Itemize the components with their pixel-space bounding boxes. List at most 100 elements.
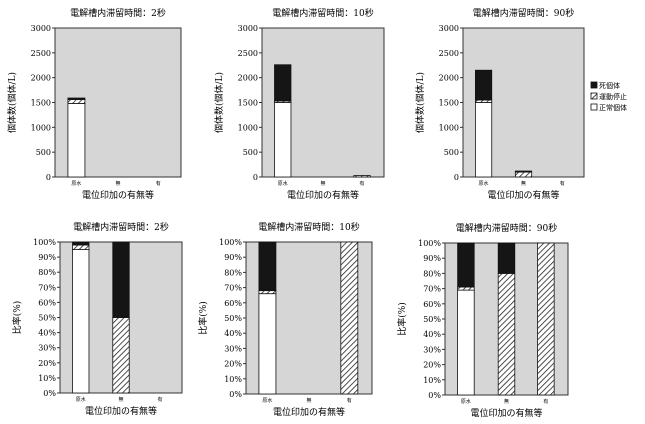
- bar-運動停止: [340, 241, 359, 395]
- x-tick-label: 有: [156, 180, 161, 187]
- y-tick-label: 40%: [224, 329, 242, 338]
- legend-swatch: [590, 92, 598, 100]
- x-tick-label: 原水: [278, 180, 288, 187]
- chart-2: 電解槽内滞留時間：10秒 0 500 1000 1500 2000 2500 3000 原水 無 有…: [213, 7, 385, 201]
- y-axis-label: 個体数(個体/L): [414, 72, 426, 133]
- x-tick-label: 原水: [479, 180, 489, 187]
- y-tick-label: 0: [253, 173, 258, 182]
- x-tick-label: 原水: [262, 397, 272, 404]
- y-tick-label: 2000: [439, 74, 459, 83]
- y-tick-label: 0%: [428, 391, 441, 400]
- y-tick-label: 20%: [423, 361, 441, 370]
- y-tick-label: 70%: [423, 285, 441, 294]
- y-tick-label: 0: [454, 173, 459, 182]
- bar-運動停止: [537, 242, 555, 396]
- x-tick-label: 無: [504, 398, 509, 405]
- y-tick-label: 60%: [423, 300, 441, 309]
- y-tick-label: 1500: [439, 99, 459, 108]
- bar-死個体: [457, 242, 475, 288]
- x-axis-label: 電位印加の有無等: [487, 189, 559, 201]
- chart-title: 電解槽内滞留時間：90秒: [456, 222, 557, 234]
- y-tick-label: 90%: [38, 253, 56, 262]
- y-tick-label: 3000: [439, 24, 459, 33]
- bar-死個体: [67, 97, 86, 100]
- x-axis-label: 電位印加の有無等: [85, 405, 157, 417]
- y-tick-label: 60%: [224, 299, 242, 308]
- y-tick-label: 0: [46, 173, 51, 182]
- bar-正常個体: [258, 293, 277, 395]
- bar-正常個体: [475, 102, 493, 178]
- bar-死個体: [475, 69, 493, 101]
- chart-title: 電解槽内滞留時間：10秒: [272, 7, 373, 19]
- bar-運動停止: [457, 286, 475, 291]
- x-tick-label: 無: [115, 180, 120, 187]
- x-tick-label: 無: [521, 180, 526, 187]
- y-tick-label: 0%: [43, 389, 56, 398]
- y-tick-label: 30%: [224, 344, 242, 353]
- x-tick-label: 原水: [71, 180, 81, 187]
- bar-死個体: [514, 170, 533, 173]
- y-tick-label: 10%: [224, 375, 242, 384]
- y-tick-label: 50%: [224, 314, 242, 323]
- bar-正常個体: [72, 249, 90, 394]
- y-tick-label: 60%: [38, 298, 56, 307]
- legend-label: 運動停止: [599, 92, 627, 101]
- x-tick-label: 有: [360, 180, 365, 187]
- bar-運動停止: [514, 171, 533, 178]
- legend-label: 死個体: [599, 81, 620, 90]
- bar-運動停止: [112, 317, 130, 394]
- y-tick-label: 100%: [219, 238, 242, 247]
- chart-title: 電解槽内滞留時間：10秒: [258, 221, 359, 233]
- bar-死個体: [112, 241, 130, 318]
- chart-title: 電解槽内滞留時間：90秒: [473, 7, 574, 19]
- x-tick-label: 無: [118, 396, 123, 403]
- y-tick-label: 1000: [439, 123, 459, 132]
- y-tick-label: 3000: [238, 24, 258, 33]
- x-tick-label: 無: [320, 180, 325, 187]
- y-axis-label: 比率(%): [11, 301, 23, 335]
- bar-運動停止: [258, 290, 277, 295]
- y-tick-label: 40%: [423, 330, 441, 339]
- y-axis-label: 個体数(個体/L): [6, 72, 18, 133]
- x-tick-label: 有: [543, 398, 548, 405]
- y-tick-label: 1000: [238, 123, 258, 132]
- bar-死個体: [258, 241, 277, 292]
- legend-swatch: [590, 81, 598, 89]
- bar-死個体: [497, 242, 516, 274]
- y-tick-label: 10%: [423, 376, 441, 385]
- y-tick-label: 2500: [439, 49, 459, 58]
- y-tick-label: 80%: [423, 269, 441, 278]
- bar-正常個体: [67, 103, 86, 178]
- x-axis-label: 電位印加の有無等: [82, 189, 154, 201]
- y-tick-label: 0%: [229, 390, 242, 399]
- bar-正常個体: [457, 289, 475, 396]
- y-tick-label: 500: [444, 148, 459, 157]
- chart-1: 電解槽内滞留時間：2秒 0 500 1000 1500 2000 2500 3000 原水 無 有電…: [6, 7, 182, 201]
- y-tick-label: 2500: [238, 49, 258, 58]
- y-axis-label: 比率(%): [396, 302, 408, 336]
- y-tick-label: 50%: [423, 315, 441, 324]
- bar-運動停止: [353, 175, 371, 178]
- y-tick-label: 1500: [238, 99, 258, 108]
- bar-運動停止: [67, 99, 86, 104]
- chart-3: 電解槽内滞留時間：90秒 0 500 1000 1500 2000 2500 3000 原水 無 有…: [414, 7, 585, 201]
- bar-死個体: [72, 241, 90, 246]
- y-tick-label: 30%: [423, 345, 441, 354]
- chart-5: 電解槽内滞留時間：10秒 0% 10% 20% 30% 40% 50% 60% 70% 80% 90…: [197, 221, 373, 418]
- y-tick-label: 70%: [224, 284, 242, 293]
- y-tick-label: 90%: [423, 254, 441, 263]
- y-tick-label: 10%: [38, 374, 56, 383]
- y-tick-label: 2500: [31, 49, 51, 58]
- y-tick-label: 500: [36, 148, 51, 157]
- x-tick-label: 有: [158, 396, 163, 403]
- x-tick-label: 有: [560, 180, 565, 187]
- chart-6: 電解槽内滞留時間：90秒 0% 10% 20% 30% 40% 50% 60% 70% 80% 90…: [396, 222, 569, 419]
- y-axis-label: 比率(%): [197, 301, 209, 335]
- x-axis-label: 電位印加の有無等: [287, 189, 359, 201]
- x-tick-label: 原水: [461, 398, 471, 405]
- bar-運動停止: [72, 244, 90, 250]
- chart-4: 電解槽内滞留時間：2秒 0% 10% 20% 30% 40% 50% 60% 70% 80% 90%…: [11, 221, 183, 417]
- y-tick-label: 2000: [238, 74, 258, 83]
